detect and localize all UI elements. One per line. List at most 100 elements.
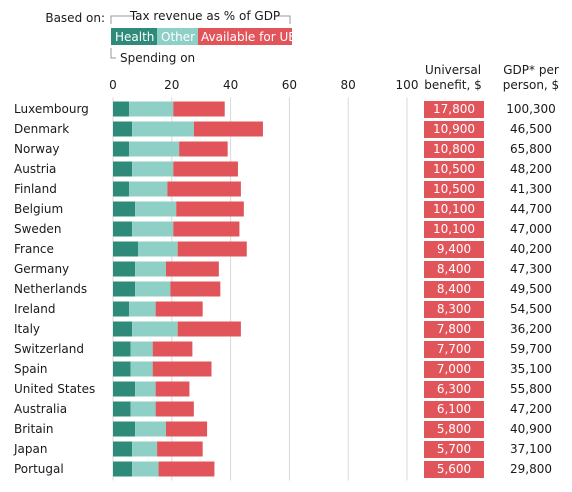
benefit-box	[424, 401, 484, 418]
country-label: France	[14, 242, 54, 256]
benefit-box	[424, 141, 484, 158]
bar-segment-other	[130, 361, 153, 377]
x-tick-label: 40	[223, 78, 238, 92]
bar-segment-health	[113, 181, 130, 197]
benefit-box	[424, 301, 484, 318]
bar-segment-available-for-ubi	[179, 141, 228, 157]
gdp-value: 37,100	[510, 442, 552, 456]
benefit-box	[424, 321, 484, 338]
chart-row: Spain 7,000 35,100	[14, 361, 552, 378]
bar-segment-other	[132, 161, 174, 177]
country-label: Italy	[14, 322, 40, 336]
country-label: Portugal	[14, 462, 64, 476]
legend-bracket-bottom	[110, 48, 116, 59]
benefit-box	[424, 181, 484, 198]
bar-segment-health	[113, 361, 131, 377]
bar-segment-available-for-ubi	[177, 321, 241, 337]
benefit-header-line1: Universal	[425, 63, 481, 77]
chart-row: France 9,400 40,200	[14, 241, 552, 258]
bar-segment-available-for-ubi	[173, 101, 225, 117]
benefit-box	[424, 381, 484, 398]
gdp-value: 54,500	[510, 302, 552, 316]
bar-segment-health	[113, 381, 136, 397]
chart-row: Portugal 5,600 29,800	[14, 461, 552, 478]
chart-row: Norway 10,800 65,800	[14, 141, 552, 158]
bar-segment-health	[113, 461, 133, 477]
chart-row: Germany 8,400 47,300	[14, 261, 552, 278]
bar-segment-health	[113, 261, 136, 277]
benefit-value: 10,500	[433, 182, 475, 196]
gdp-value: 29,800	[510, 462, 552, 476]
bar-segment-other	[130, 401, 156, 417]
country-label: Luxembourg	[14, 102, 89, 116]
gdp-header-line2: person, $	[503, 78, 559, 92]
gdp-value: 46,500	[510, 122, 552, 136]
gdp-value: 47,200	[510, 402, 552, 416]
x-tick-label: 100	[396, 78, 419, 92]
bar-segment-available-for-ubi	[152, 361, 212, 377]
gdp-value: 65,800	[510, 142, 552, 156]
bar-segment-other	[129, 101, 174, 117]
benefit-box	[424, 261, 484, 278]
bar-segment-available-for-ubi	[167, 181, 241, 197]
country-label: Britain	[14, 422, 54, 436]
legend-label-health: Health	[115, 30, 154, 44]
chart-row: Ireland 8,300 54,500	[14, 301, 552, 318]
country-label: Spain	[14, 362, 48, 376]
gdp-value: 40,900	[510, 422, 552, 436]
benefit-box	[424, 201, 484, 218]
country-label: Belgium	[14, 202, 63, 216]
benefit-header-line2: benefit, $	[424, 78, 482, 92]
benefit-value: 7,800	[437, 322, 471, 336]
gdp-value: 100,300	[506, 102, 556, 116]
bar-segment-available-for-ubi	[165, 261, 219, 277]
gdp-value: 35,100	[510, 362, 552, 376]
country-label: Switzerland	[14, 342, 84, 356]
country-label: Germany	[14, 262, 69, 276]
country-label: Denmark	[14, 122, 69, 136]
country-label: Austria	[14, 162, 56, 176]
country-label: Australia	[14, 402, 67, 416]
x-tick-label: 0	[109, 78, 117, 92]
benefit-value: 9,400	[437, 242, 471, 256]
bar-segment-other	[135, 201, 177, 217]
gdp-value: 55,800	[510, 382, 552, 396]
bar-segment-available-for-ubi	[176, 201, 244, 217]
benefit-box	[424, 121, 484, 138]
legend-swatch-other	[157, 28, 198, 45]
bar-segment-other	[137, 241, 178, 257]
bar-segment-other	[132, 461, 159, 477]
benefit-value: 5,600	[437, 462, 471, 476]
bar-segment-other	[129, 181, 168, 197]
bar-segment-other	[132, 321, 178, 337]
legend-label-available-for-ubi: Available for UBI	[201, 30, 300, 44]
bar-segment-health	[113, 101, 130, 117]
bar-segment-health	[113, 401, 131, 417]
gdp-value: 36,200	[510, 322, 552, 336]
benefit-box	[424, 361, 484, 378]
gdp-value: 40,200	[510, 242, 552, 256]
bar-segment-health	[113, 341, 131, 357]
bar-segment-health	[113, 421, 136, 437]
bar-segment-available-for-ubi	[158, 461, 215, 477]
bar-segment-available-for-ubi	[155, 401, 194, 417]
country-label: Japan	[13, 442, 47, 456]
bar-segment-health	[113, 441, 133, 457]
benefit-value: 6,300	[437, 382, 471, 396]
legend-swatch-available-for-ubi	[198, 28, 292, 45]
legend-swatch-health	[111, 28, 157, 45]
gdp-value: 48,200	[510, 162, 552, 176]
benefit-box	[424, 421, 484, 438]
benefit-value: 10,900	[433, 122, 475, 136]
x-axis-tick-labels: 0 20 40 60 80 100	[109, 78, 418, 92]
gdp-value: 47,300	[510, 262, 552, 276]
bar-segment-available-for-ubi	[170, 281, 221, 297]
country-label: Sweden	[14, 222, 61, 236]
benefit-box	[424, 241, 484, 258]
bar-segment-health	[113, 121, 133, 137]
x-tick-label: 80	[341, 78, 356, 92]
chart-row: Japan 5,700 37,100	[13, 441, 552, 458]
bar-segment-health	[113, 281, 136, 297]
chart-row: Finland 10,500 41,300	[14, 181, 552, 198]
bar-segment-other	[135, 381, 156, 397]
